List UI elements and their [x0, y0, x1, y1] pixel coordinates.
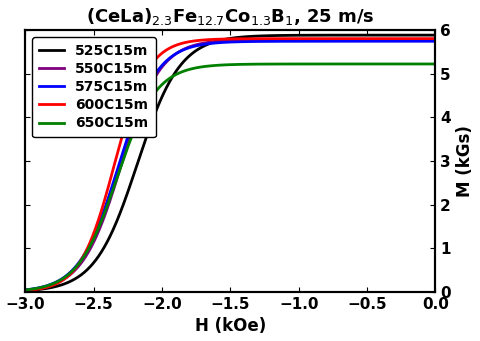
- 600C15m: [222, 37, 228, 41]
- 600C15m: [432, 36, 438, 41]
- 550C15m: [420, 38, 426, 42]
- 650C15m: [43, 284, 49, 288]
- 550C15m: [211, 40, 216, 44]
- 600C15m: [43, 285, 49, 290]
- 600C15m: [420, 36, 426, 41]
- Line: 525C15m: 525C15m: [25, 35, 435, 291]
- Legend: 525C15m, 550C15m, 575C15m, 600C15m, 650C15m: 525C15m, 550C15m, 575C15m, 600C15m, 650C…: [32, 37, 156, 137]
- Line: 650C15m: 650C15m: [25, 64, 435, 290]
- 550C15m: [432, 38, 438, 42]
- 575C15m: [420, 39, 426, 43]
- 650C15m: [420, 62, 426, 66]
- 525C15m: [420, 33, 426, 37]
- 525C15m: [43, 286, 49, 291]
- 525C15m: [420, 33, 426, 37]
- 525C15m: [432, 33, 438, 37]
- 575C15m: [432, 39, 438, 43]
- 650C15m: [345, 62, 351, 66]
- 550C15m: [23, 288, 28, 292]
- 600C15m: [420, 36, 426, 41]
- X-axis label: H (kOe): H (kOe): [195, 317, 266, 336]
- 650C15m: [222, 63, 228, 67]
- 525C15m: [222, 37, 228, 41]
- 650C15m: [420, 62, 426, 66]
- 575C15m: [222, 40, 228, 44]
- 525C15m: [211, 40, 216, 44]
- 550C15m: [43, 285, 49, 289]
- 600C15m: [211, 37, 216, 41]
- 650C15m: [211, 63, 216, 68]
- 550C15m: [420, 38, 426, 42]
- Title: (CeLa)$_{2.3}$Fe$_{12.7}$Co$_{1.3}$B$_1$, 25 m/s: (CeLa)$_{2.3}$Fe$_{12.7}$Co$_{1.3}$B$_1$…: [86, 5, 375, 27]
- Line: 575C15m: 575C15m: [25, 41, 435, 290]
- 600C15m: [345, 36, 351, 41]
- Line: 550C15m: 550C15m: [25, 40, 435, 290]
- 550C15m: [222, 39, 228, 43]
- 600C15m: [23, 288, 28, 293]
- Y-axis label: M (kGs): M (kGs): [456, 125, 474, 197]
- 525C15m: [345, 33, 351, 37]
- 575C15m: [23, 288, 28, 292]
- Line: 600C15m: 600C15m: [25, 39, 435, 291]
- 525C15m: [23, 288, 28, 293]
- 650C15m: [432, 62, 438, 66]
- 550C15m: [345, 38, 351, 42]
- 575C15m: [211, 41, 216, 45]
- 575C15m: [43, 284, 49, 288]
- 575C15m: [345, 39, 351, 43]
- 650C15m: [23, 288, 28, 292]
- 575C15m: [420, 39, 426, 43]
